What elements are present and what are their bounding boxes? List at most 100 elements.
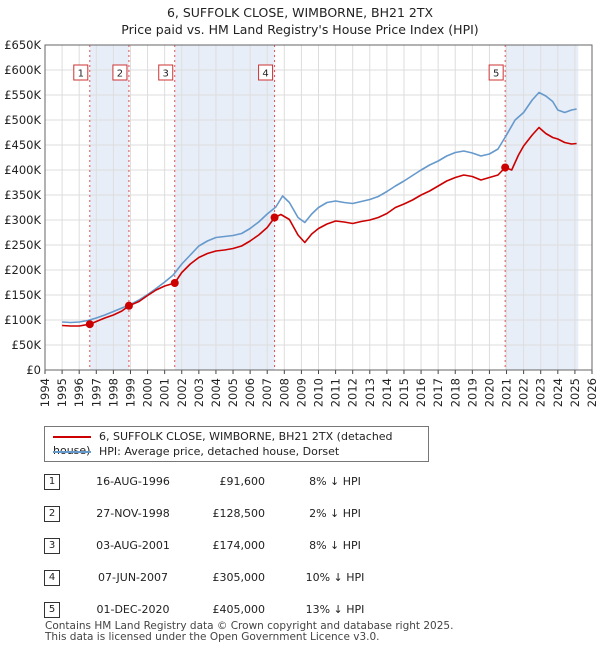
sale-hpi-diff: 8% ↓ HPI (309, 539, 361, 552)
sale-label-text: 1 (78, 69, 84, 80)
sale-hpi-diff: 13% ↓ HPI (305, 603, 365, 616)
sale-number-badge: 3 (44, 538, 60, 554)
sale-date: 01-DEC-2020 (96, 603, 170, 616)
y-tick-label: £250K (4, 238, 41, 252)
legend-label-property: 6, SUFFOLK CLOSE, WIMBORNE, BH21 2TX (de… (53, 430, 393, 457)
sale-point (170, 279, 179, 287)
footer-licence: This data is licensed under the Open Gov… (45, 631, 380, 643)
y-tick-label: £350K (4, 188, 41, 202)
x-tick-label: 1995 (55, 378, 69, 407)
footer: Contains HM Land Registry data © Crown c… (45, 621, 453, 643)
x-tick-label: 2018 (448, 378, 462, 407)
sale-number-badge: 4 (44, 570, 60, 586)
y-tick-label: £0 (26, 363, 41, 377)
sale-price: £91,600 (219, 475, 266, 488)
x-tick-label: 1994 (38, 378, 52, 407)
x-tick-label: 1998 (106, 378, 120, 407)
sale-hpi-diff: 2% ↓ HPI (309, 507, 361, 520)
legend-swatch-hpi (53, 451, 91, 453)
x-tick-label: 2015 (397, 378, 411, 407)
sale-date: 27-NOV-1998 (96, 507, 170, 520)
chart-title: 6, SUFFOLK CLOSE, WIMBORNE, BH21 2TX Pri… (0, 4, 600, 38)
shaded-period (174, 45, 275, 370)
y-tick-label: £650K (4, 38, 41, 52)
x-tick-label: 2011 (329, 378, 343, 407)
y-tick-label: £300K (4, 213, 41, 227)
sale-number-badge: 2 (44, 506, 60, 522)
sale-label-text: 4 (262, 69, 268, 80)
x-tick-label: 2016 (414, 378, 428, 407)
x-tick-label: 2009 (294, 378, 308, 407)
y-tick-label: £100K (4, 313, 41, 327)
x-tick-label: 2023 (534, 378, 548, 407)
sale-label-box (488, 64, 504, 81)
sale-label-box (73, 64, 89, 81)
x-tick-label: 2008 (277, 378, 291, 407)
x-tick-label: 2013 (363, 378, 377, 407)
sale-point (270, 213, 279, 222)
x-tick-label: 2005 (226, 378, 240, 407)
table-row: 5 01-DEC-2020 £405,000 13% ↓ HPI (40, 600, 600, 620)
y-tick-label: £600K (4, 63, 41, 77)
x-tick-label: 2021 (500, 378, 514, 407)
y-tick-label: £400K (4, 163, 41, 177)
y-tick-label: £500K (4, 113, 41, 127)
x-tick-label: 2007 (260, 378, 274, 407)
y-tick-label: £200K (4, 263, 41, 277)
x-tick-label: 2002 (175, 378, 189, 407)
shaded-period (505, 45, 579, 370)
sale-point (85, 320, 94, 329)
x-tick-label: 2019 (465, 378, 479, 407)
price-chart: £0 £50K £100K £150K £200K £250K £300K £350K £400… (4, 38, 599, 407)
x-tick-label: 2010 (312, 378, 326, 407)
x-tick-label: 2001 (158, 378, 172, 407)
sale-point (124, 301, 133, 310)
sale-label-box (158, 64, 174, 81)
footer-copyright: Contains HM Land Registry data © Crown c… (45, 620, 454, 632)
table-row: 2 27-NOV-1998 £128,500 2% ↓ HPI (40, 504, 600, 524)
legend-label-hpi: HPI: Average price, detached house, Dors… (99, 445, 340, 458)
x-tick-label: 2004 (209, 378, 223, 407)
sale-price: £174,000 (212, 539, 266, 552)
sale-date: 03-AUG-2001 (96, 539, 170, 552)
sale-label-box (112, 64, 128, 81)
sale-label-text: 3 (163, 69, 169, 80)
sale-date: 07-JUN-2007 (97, 571, 169, 584)
plot-frame (44, 44, 593, 371)
sale-date: 16-AUG-1996 (96, 475, 170, 488)
x-tick-label: 2022 (517, 378, 531, 407)
y-tick-label: £150K (4, 288, 41, 302)
sale-price: £405,000 (212, 603, 266, 616)
sale-label-text: 5 (493, 69, 499, 80)
sale-label-text: 2 (117, 69, 123, 80)
sale-number-badge: 5 (44, 602, 60, 618)
x-tick-label: 2020 (482, 378, 496, 407)
chart-legend: 6, SUFFOLK CLOSE, WIMBORNE, BH21 2TX (de… (44, 426, 429, 462)
x-tick-label: 2000 (141, 378, 155, 407)
chart-title-line1: 6, SUFFOLK CLOSE, WIMBORNE, BH21 2TX (166, 5, 434, 20)
legend-swatch-property (53, 436, 91, 438)
legend-item-property: 6, SUFFOLK CLOSE, WIMBORNE, BH21 2TX (de… (53, 430, 428, 457)
x-tick-label: 2026 (585, 378, 599, 407)
sale-hpi-diff: 8% ↓ HPI (309, 475, 361, 488)
x-tick-label: 1997 (89, 378, 103, 407)
sale-label-box (258, 64, 274, 81)
y-tick-label: £550K (4, 88, 41, 102)
chart-title-line2: Price paid vs. HM Land Registry's House … (121, 22, 479, 37)
x-tick-label: 2024 (551, 378, 565, 407)
x-tick-label: 2003 (192, 378, 206, 407)
x-tick-label: 2012 (346, 378, 360, 407)
sale-point (501, 163, 510, 172)
sale-price: £305,000 (212, 571, 266, 584)
sale-price: £128,500 (212, 507, 266, 520)
sale-hpi-diff: 10% ↓ HPI (305, 571, 365, 584)
sale-number-badge: 1 (44, 474, 60, 490)
table-row: 1 16-AUG-1996 £91,600 8% ↓ HPI (40, 472, 600, 492)
x-tick-label: 2025 (568, 378, 582, 407)
x-tick-label: 1999 (123, 378, 137, 407)
x-tick-label: 1996 (72, 378, 86, 407)
y-tick-label: £450K (4, 138, 41, 152)
table-row: 3 03-AUG-2001 £174,000 8% ↓ HPI (40, 536, 600, 556)
x-tick-label: 2006 (243, 378, 257, 407)
legend-item-hpi: HPI: Average price, detached house, Dors… (53, 445, 339, 459)
